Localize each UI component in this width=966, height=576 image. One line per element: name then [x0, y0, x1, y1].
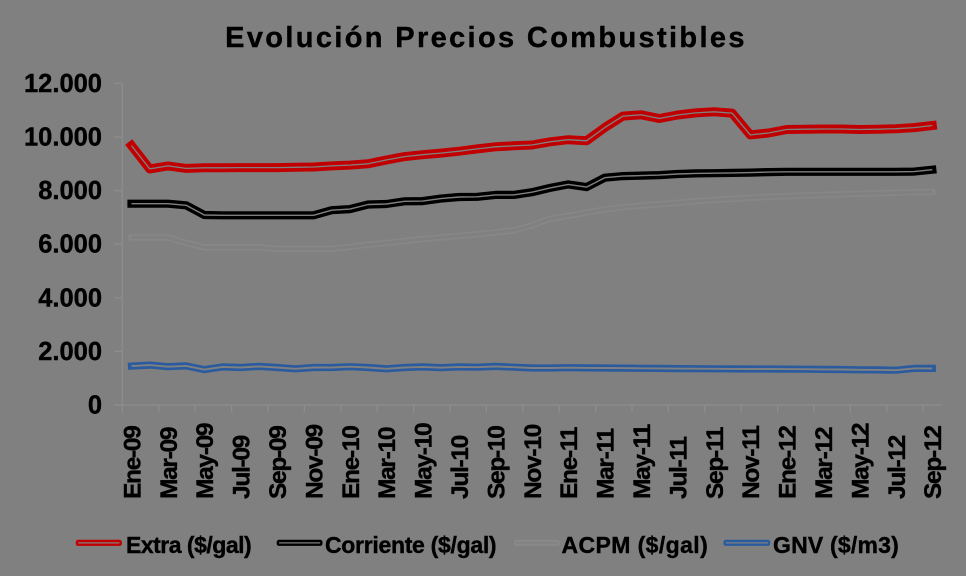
svg-text:Ene-09: Ene-09 [119, 426, 146, 499]
svg-text:Sep-10: Sep-10 [483, 426, 510, 499]
svg-text:Extra ($/gal): Extra ($/gal) [126, 532, 251, 558]
svg-text:Sep-09: Sep-09 [265, 426, 292, 499]
svg-text:Nov-10: Nov-10 [520, 424, 547, 499]
svg-text:10.000: 10.000 [24, 124, 102, 152]
svg-text:Ene-10: Ene-10 [338, 426, 365, 499]
svg-text:4.000: 4.000 [38, 284, 102, 312]
svg-text:Jul-10: Jul-10 [447, 435, 474, 499]
svg-text:Mar-10: Mar-10 [374, 427, 401, 499]
svg-text:May-12: May-12 [847, 423, 874, 499]
svg-text:May-10: May-10 [411, 423, 438, 499]
svg-text:Mar-12: Mar-12 [811, 427, 838, 499]
svg-text:Mar-11: Mar-11 [593, 428, 620, 499]
svg-text:6.000: 6.000 [38, 231, 102, 259]
svg-text:GNV ($/m3): GNV ($/m3) [773, 532, 899, 558]
svg-text:8.000: 8.000 [38, 177, 102, 205]
svg-text:Jul-09: Jul-09 [229, 435, 256, 499]
svg-text:2.000: 2.000 [38, 338, 102, 366]
svg-text:Sep-11: Sep-11 [702, 427, 729, 499]
svg-text:Sep-12: Sep-12 [920, 426, 947, 499]
svg-text:ACPM ($/gal): ACPM ($/gal) [562, 532, 709, 558]
svg-text:Nov-09: Nov-09 [301, 424, 328, 499]
svg-text:Jul-11: Jul-11 [665, 437, 692, 499]
svg-text:0: 0 [88, 392, 102, 420]
svg-text:Ene-12: Ene-12 [775, 426, 802, 499]
svg-text:Nov-11: Nov-11 [738, 426, 765, 499]
svg-text:May-11: May-11 [629, 424, 656, 499]
svg-text:Jul-12: Jul-12 [884, 435, 911, 499]
svg-text:Corriente ($/gal): Corriente ($/gal) [325, 532, 496, 558]
svg-text:May-09: May-09 [192, 423, 219, 499]
svg-text:Mar-09: Mar-09 [156, 427, 183, 499]
svg-text:Evolución Precios Combustibles: Evolución Precios Combustibles [225, 22, 747, 54]
svg-text:Ene-11: Ene-11 [556, 427, 583, 499]
svg-text:12.000: 12.000 [24, 70, 102, 98]
